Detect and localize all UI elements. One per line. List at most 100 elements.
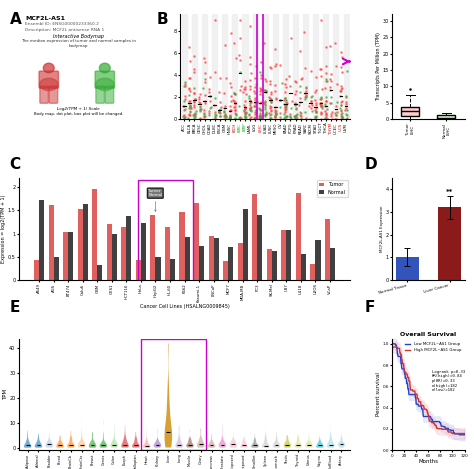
Y-axis label: TPM: TPM [3,389,8,400]
Point [236,86,244,93]
Point [181,80,188,88]
Point [302,83,310,91]
Point [227,113,234,121]
Point [235,114,243,122]
Point [185,75,192,82]
Point [271,108,279,116]
Point [338,97,346,105]
Bar [48,204,54,280]
Point [337,106,345,113]
Point [216,98,224,106]
Point [332,112,339,119]
Point [317,65,324,73]
Point [180,113,188,121]
Point [231,114,238,122]
Bar [330,248,335,280]
Point [250,87,258,94]
Point [297,112,304,120]
Point [187,75,194,82]
Point [291,113,299,120]
Point [246,53,254,61]
Legend: Tumor, Normal: Tumor, Normal [317,180,348,197]
Point [237,114,245,122]
Point [317,16,325,23]
Bar [281,230,286,280]
Point [272,60,280,68]
Point [271,62,279,69]
Point [181,114,188,122]
Point [251,97,259,104]
Point [338,109,346,116]
Point [317,101,324,108]
Point [200,54,208,62]
Point [311,115,319,123]
Point [185,111,192,118]
Point [241,110,249,117]
Point [251,102,259,109]
Point [232,54,239,62]
Point [266,102,274,110]
Point [222,113,229,120]
Point [260,39,268,47]
Point [283,113,290,120]
Point [242,91,250,98]
Point [230,90,237,97]
Point [231,91,238,98]
Point [337,87,345,95]
Bar [39,200,44,280]
Point [256,106,264,113]
Point [286,113,293,120]
Point [236,68,243,76]
Point [216,113,223,120]
Point [191,66,198,73]
Point [201,76,209,83]
Point [342,104,350,112]
Point [256,113,264,120]
Bar [180,212,184,280]
Point [192,108,200,115]
Text: A: A [9,12,21,27]
Point [262,88,270,96]
Point [331,109,338,116]
Point [281,101,289,109]
Point [196,106,204,114]
Point [312,73,319,81]
Point [251,83,259,91]
Y-axis label: Transcripts Per Million (TPM): Transcripts Per Million (TPM) [376,32,381,101]
Bar [127,216,131,280]
Point [307,115,314,123]
Point [281,103,289,111]
Point [216,88,223,96]
Text: The median expression of tumor and normal samples in
bodymap: The median expression of tumor and norma… [21,39,136,48]
Point [322,115,329,123]
Legend: Low MCF2L~AS1 Group, High MCF2L~AS1 Group: Low MCF2L~AS1 Group, High MCF2L~AS1 Grou… [403,340,463,354]
Point [185,112,192,119]
Point [211,114,219,122]
Point [226,115,234,123]
Point [287,105,294,112]
Point [272,109,280,117]
Point [267,65,274,72]
Point [212,112,219,119]
Point [206,74,214,81]
Point [276,61,284,69]
Point [261,103,269,111]
Point [216,109,223,116]
Y-axis label: Percent survival: Percent survival [376,372,381,416]
Point [206,97,214,105]
Point [186,101,193,109]
Bar [257,12,263,123]
Text: MCF2L-AS1: MCF2L-AS1 [25,16,65,21]
Bar [263,14,268,120]
Point [322,44,329,51]
Point [281,110,288,118]
Point [332,62,340,69]
Point [226,115,234,122]
Point [302,94,310,101]
Point [208,103,215,111]
Bar [315,240,320,280]
Point [291,90,299,98]
Bar [296,193,301,280]
Point [337,48,345,55]
Point [317,110,325,118]
